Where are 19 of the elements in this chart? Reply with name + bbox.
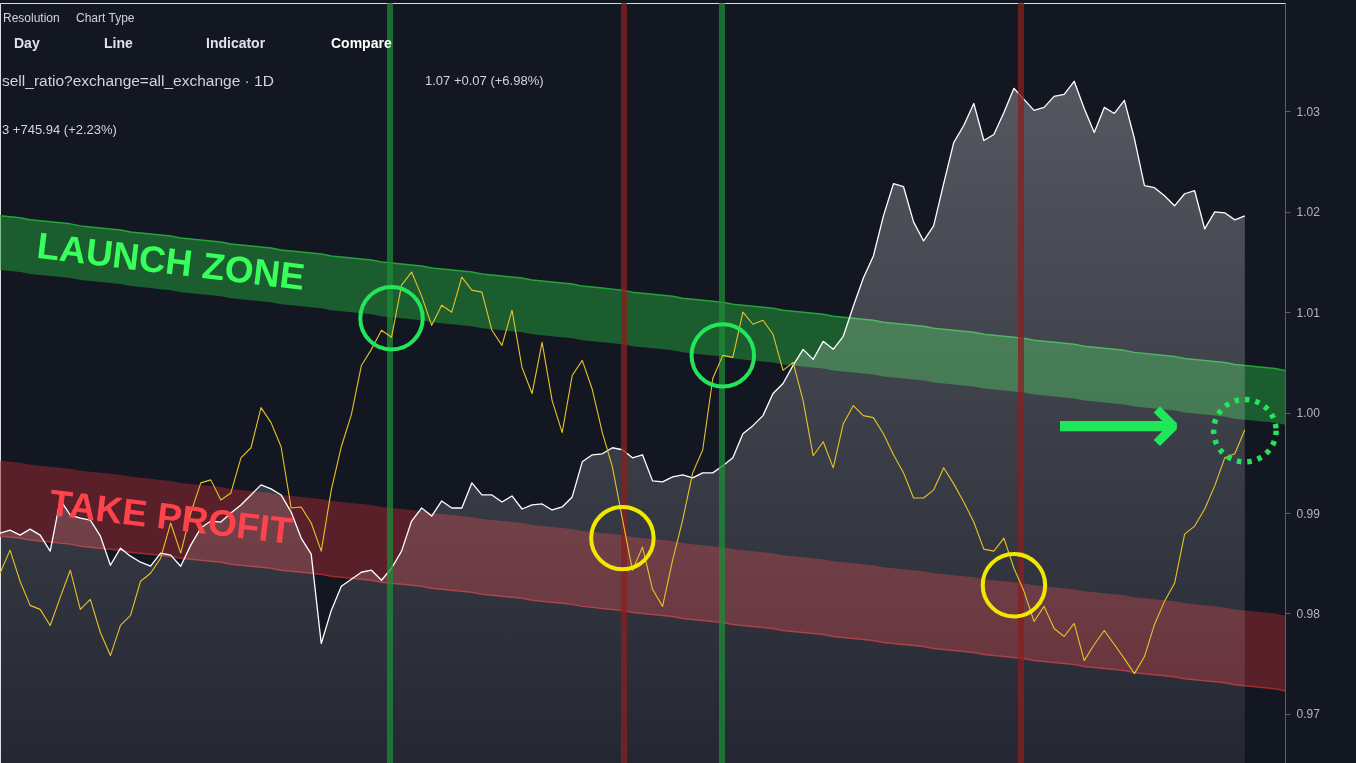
annotation: Indicator [206,35,266,51]
annotation: Compare [331,35,392,51]
annotation: 1.07 +0.07 (+6.98%) [425,73,544,88]
annotation: Chart Type [76,11,135,25]
y-tick-label: 0.97 [1296,707,1321,722]
annotation: Day [14,35,40,51]
text: TAKE PROFIT [47,482,295,553]
y-tick-label: 1.02 [1296,205,1321,220]
y-tick-label: 1.03 [1296,104,1321,119]
annotation: Line [104,35,133,51]
annotation: 3 +745.94 (+2.23%) [2,122,117,137]
text: LAUNCH ZONE [34,225,307,298]
y-tick-label: 1.01 [1296,305,1321,320]
y-tick-label: 0.98 [1296,606,1321,621]
y-tick-label: 1.00 [1296,406,1321,421]
annotation: Resolution [3,11,60,25]
annotation: sell_ratio?exchange=all_exchange · 1D [2,72,274,89]
annotation: ⟶ [1054,372,1182,475]
y-tick-label: 0.99 [1296,506,1321,521]
